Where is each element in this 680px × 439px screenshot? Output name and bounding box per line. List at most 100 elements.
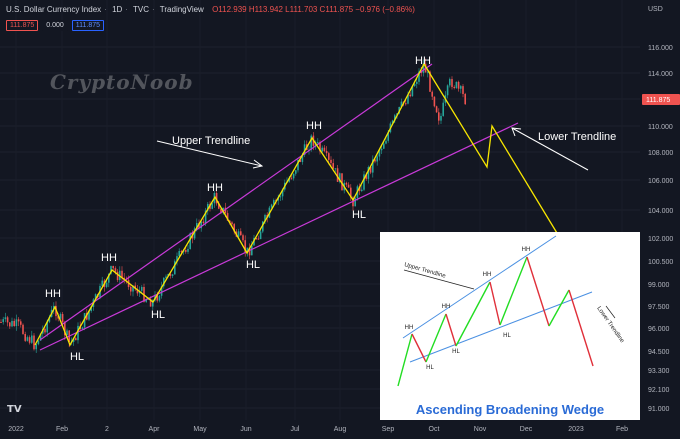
- x-tick-label: Oct: [429, 426, 440, 433]
- candle-body: [11, 320, 13, 327]
- candle-body: [411, 85, 414, 97]
- candle-body: [108, 273, 110, 283]
- candle-body: [409, 94, 411, 97]
- candle-body: [449, 79, 451, 86]
- candle-body: [211, 203, 213, 209]
- pattern-label: HH: [306, 120, 322, 132]
- candle-body: [134, 285, 136, 289]
- candle-body: [149, 298, 152, 307]
- candle-body: [35, 344, 37, 350]
- candle-body: [372, 159, 374, 173]
- candle-body: [270, 204, 273, 208]
- pattern-labels: HH HL HH HL HH HL HH HL HH: [45, 55, 431, 363]
- candle-body: [279, 196, 282, 198]
- candle-body: [48, 316, 51, 322]
- inset-upper-line: [402, 235, 557, 339]
- candle-body: [257, 238, 260, 240]
- indicator-box[interactable]: 111.875: [71, 20, 105, 31]
- y-tick-label: 100.500: [648, 259, 673, 266]
- candle-body: [158, 295, 161, 301]
- last-price-tag: [642, 94, 680, 105]
- candle-body: [440, 115, 442, 121]
- y-tick-label: 91.000: [648, 406, 670, 413]
- x-tick-label: Jun: [240, 426, 251, 433]
- candle-body: [413, 83, 416, 86]
- x-tick-label: 2022: [8, 426, 24, 433]
- candle-body: [248, 247, 251, 256]
- lower-arrow-head: [511, 127, 522, 137]
- candle-body: [176, 256, 178, 262]
- inset-pattern-label: HL: [426, 365, 434, 371]
- candle-body: [334, 168, 337, 170]
- candle-body: [160, 286, 163, 296]
- candle-body: [367, 166, 370, 179]
- candle-body: [446, 85, 449, 96]
- candle-body: [171, 274, 174, 276]
- candle-body: [174, 261, 176, 275]
- candle-body: [165, 276, 167, 278]
- candle-body: [110, 265, 112, 274]
- upper-trendline: [39, 63, 433, 341]
- x-axis: 2022 Feb 2 Apr May Jun Jul Aug Sep Oct Nov Dec 2023 F…: [8, 426, 628, 433]
- candle-body: [46, 321, 48, 333]
- candle-body: [264, 214, 266, 222]
- candle-body: [460, 86, 462, 89]
- inset-pattern-label: HH: [405, 325, 414, 331]
- candle-body: [244, 240, 246, 253]
- candle-body: [464, 93, 466, 105]
- inset-pattern-label: HL: [452, 349, 460, 355]
- candle-body: [317, 142, 319, 144]
- candle-body: [0, 322, 2, 323]
- candle-body: [378, 150, 381, 157]
- y-tick-label: 93.300: [648, 368, 670, 375]
- candle-body: [169, 273, 172, 276]
- x-tick-label: Dec: [520, 426, 533, 433]
- candle-body: [196, 223, 198, 229]
- interval[interactable]: 1D: [112, 5, 123, 14]
- x-tick-label: Jul: [291, 426, 300, 433]
- candle-body: [259, 231, 262, 240]
- candle-body: [17, 319, 20, 322]
- inset-zigzag-segment: [425, 313, 447, 363]
- candle-body: [394, 115, 396, 121]
- candle-body: [385, 140, 387, 144]
- candle-body: [325, 151, 328, 154]
- candle-body: [121, 270, 123, 278]
- candle-body: [416, 81, 418, 84]
- candle-body: [451, 79, 453, 87]
- candle-body: [13, 320, 15, 327]
- symbol-name[interactable]: U.S. Dollar Currency Index: [6, 5, 102, 14]
- candle-body: [22, 324, 24, 334]
- price-box[interactable]: 111.875: [6, 20, 39, 31]
- y-tick-label: 102.000: [648, 236, 673, 243]
- candle-body: [31, 335, 33, 343]
- candle-body: [246, 247, 249, 253]
- candle-body: [112, 265, 114, 269]
- currency-label: USD: [648, 6, 663, 13]
- candle-body: [365, 174, 367, 179]
- candle-body: [332, 163, 334, 169]
- y-tick-label: 99.000: [648, 282, 670, 289]
- candle-body: [202, 221, 205, 224]
- candle-body: [66, 330, 68, 336]
- candle-body: [130, 286, 132, 292]
- candle-body: [369, 166, 372, 173]
- candle-body: [77, 325, 79, 341]
- candle-body: [310, 135, 312, 150]
- inset-zigzag-segment: [445, 313, 457, 347]
- exchange: TVC: [133, 5, 150, 14]
- tradingview-logo-icon[interactable]: 𝗧𝗩: [7, 404, 22, 415]
- candle-body: [116, 271, 119, 281]
- candle-body: [193, 228, 196, 239]
- candle-body: [178, 251, 180, 257]
- inset-zigzag-segment: [568, 289, 594, 367]
- candle-body: [229, 220, 231, 223]
- candle-body: [462, 86, 464, 94]
- candle-body: [418, 71, 420, 82]
- candle-body: [4, 317, 7, 320]
- candle-body: [336, 168, 339, 182]
- candle-body: [145, 299, 147, 302]
- candle-body: [363, 174, 365, 190]
